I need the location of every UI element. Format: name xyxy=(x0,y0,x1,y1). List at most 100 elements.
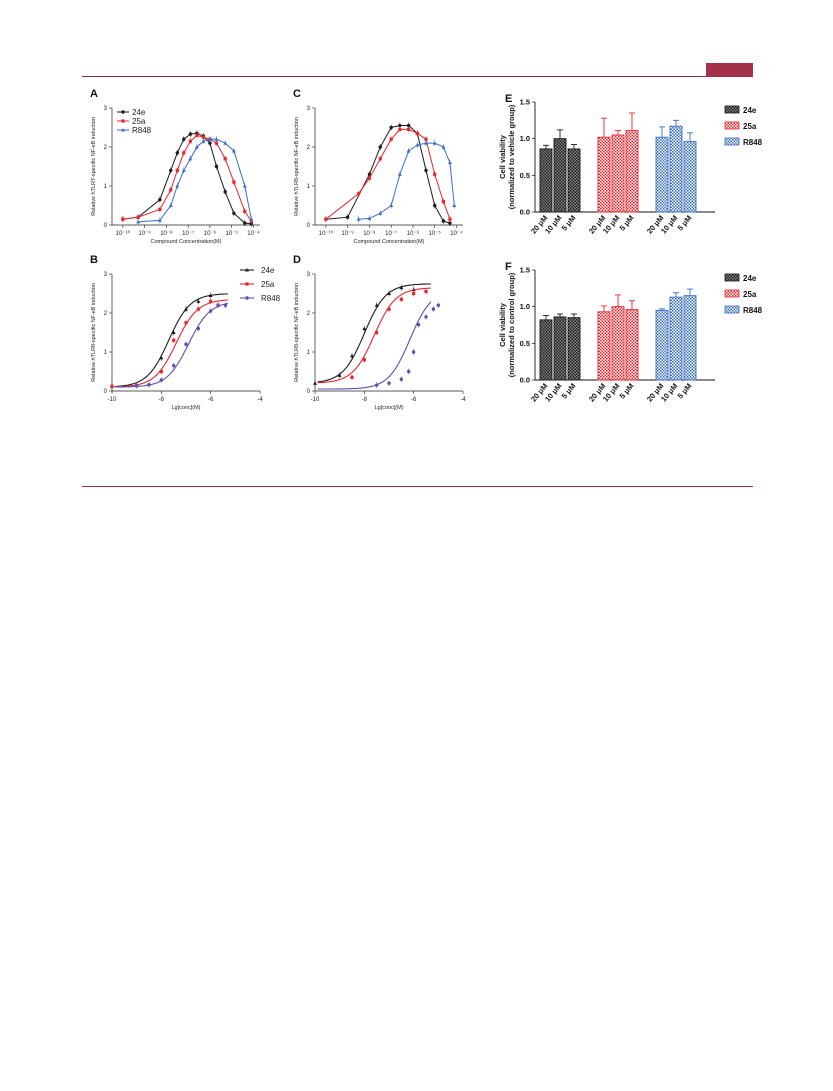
data-point-24e xyxy=(214,164,219,169)
data-point-R848 xyxy=(389,203,394,207)
fit-curve-25a xyxy=(114,299,228,388)
data-point-R848 xyxy=(147,383,151,387)
data-point-R848 xyxy=(196,326,201,331)
chart-panel-b: B 0 1 2 3 -10 -8 -6 -4 Lg[conc](M) Relative hTLR8-… xyxy=(90,254,281,411)
x-tick-label: 5 μM xyxy=(560,214,578,233)
legend-label-24e: 24e xyxy=(132,108,146,117)
y-tick-label: 2 xyxy=(104,145,108,151)
data-point-R848 xyxy=(223,141,228,145)
data-point-25a xyxy=(362,358,366,362)
x-tick-label: -4 xyxy=(257,397,263,403)
header-rule xyxy=(82,76,753,77)
x-tick-label: 10⁻⁶ xyxy=(407,230,420,237)
data-point-25a xyxy=(406,127,411,132)
bar-R848 xyxy=(655,136,669,213)
x-tick-label: -6 xyxy=(208,397,214,403)
legend-marker-25a xyxy=(121,119,125,123)
x-tick-label: -8 xyxy=(159,397,165,403)
data-point-R848 xyxy=(231,148,236,153)
x-tick-label: 10⁻⁵ xyxy=(226,230,239,237)
data-point-R848 xyxy=(387,381,391,385)
y-tick-label: 1.5 xyxy=(520,98,530,107)
x-tick-label: -6 xyxy=(411,397,417,403)
data-point-R848 xyxy=(214,137,219,141)
data-point-R848 xyxy=(432,141,437,145)
legend-label-24e: 24e xyxy=(261,266,275,275)
legend-marker-R848 xyxy=(245,296,249,300)
bar-25a xyxy=(597,311,611,381)
data-point-25a xyxy=(378,157,382,161)
fit-curve-R848 xyxy=(114,302,229,388)
data-point-R848 xyxy=(223,303,228,307)
y-tick-label: 3 xyxy=(307,106,311,112)
y-tick-label: 2 xyxy=(307,311,311,317)
data-point-R848 xyxy=(201,139,206,143)
x-tick-label: 5 μM xyxy=(676,382,694,401)
x-tick-label: 10⁻⁹ xyxy=(341,230,354,237)
data-point-24e xyxy=(184,307,188,311)
data-point-R848 xyxy=(406,148,411,153)
data-point-R848 xyxy=(134,383,139,388)
legend-marker-R848 xyxy=(121,128,125,132)
panel-label: C xyxy=(293,88,301,100)
data-point-24e xyxy=(441,219,446,223)
data-point-25a xyxy=(201,135,206,139)
data-point-24e xyxy=(389,125,393,130)
y-tick-label: 3 xyxy=(104,106,108,112)
chart-panel-f: F 0.0 0.5 1.0 1.5 Cell viability (normalized t… xyxy=(498,261,763,404)
x-tick-label: -10 xyxy=(311,397,320,403)
x-tick-label: 10⁻⁶ xyxy=(204,230,217,237)
legend-label-R848: R848 xyxy=(743,138,763,147)
data-point-25a xyxy=(232,180,236,184)
y-tick-label: 1 xyxy=(307,350,311,356)
data-point-R848 xyxy=(424,315,428,319)
legend-swatch-R848 xyxy=(724,305,740,314)
data-point-R848 xyxy=(416,323,421,327)
legend-label-24e: 24e xyxy=(743,106,757,115)
data-point-24e xyxy=(232,211,236,215)
data-point-R848 xyxy=(447,160,452,165)
y-tick-label: 0.0 xyxy=(520,208,530,217)
bar-R848 xyxy=(669,296,683,381)
fit-curve-24e xyxy=(317,283,431,383)
data-point-25a xyxy=(448,217,452,221)
data-point-24e xyxy=(208,141,212,145)
data-point-R848 xyxy=(436,303,441,307)
y-tick-label: 1 xyxy=(104,350,108,356)
fit-curve-R848 xyxy=(317,301,432,390)
data-point-24e xyxy=(175,151,179,155)
data-point-24e xyxy=(188,132,193,136)
legend-swatch-25a xyxy=(724,289,740,298)
data-point-25a xyxy=(243,209,247,213)
legend-label-25a: 25a xyxy=(743,122,757,131)
data-point-R848 xyxy=(452,203,457,207)
data-point-R848 xyxy=(367,216,372,220)
y-tick-label: 0.5 xyxy=(520,171,530,180)
data-point-R848 xyxy=(208,309,213,313)
data-point-R848 xyxy=(171,363,176,368)
data-point-25a xyxy=(424,289,428,294)
data-point-R848 xyxy=(181,168,186,172)
data-point-R848 xyxy=(168,203,173,207)
x-tick-label: 10⁻¹⁰ xyxy=(319,230,334,237)
bar-R848 xyxy=(683,295,697,381)
data-point-25a xyxy=(172,338,176,342)
x-tick-label: 5 μM xyxy=(676,214,694,233)
y-tick-label: 0 xyxy=(104,223,108,229)
data-point-24e xyxy=(158,197,162,202)
data-point-24e xyxy=(159,355,164,360)
y-tick-label: 2 xyxy=(104,311,108,317)
y-axis-label: Relative hTLR7-specific NF-κB induction xyxy=(91,117,97,216)
data-point-R848 xyxy=(188,156,193,161)
data-point-25a xyxy=(223,157,227,161)
y-tick-label: 1.5 xyxy=(520,266,530,275)
data-point-24e xyxy=(362,326,367,331)
y-tick-label: 1.0 xyxy=(520,134,530,143)
legend-swatch-25a xyxy=(724,121,740,130)
bar-25a xyxy=(611,134,625,213)
data-point-25a xyxy=(389,137,393,141)
x-tick-label: -10 xyxy=(108,397,117,403)
data-point-25a xyxy=(195,133,199,137)
data-point-24e xyxy=(223,190,227,194)
data-point-25a xyxy=(433,172,437,176)
